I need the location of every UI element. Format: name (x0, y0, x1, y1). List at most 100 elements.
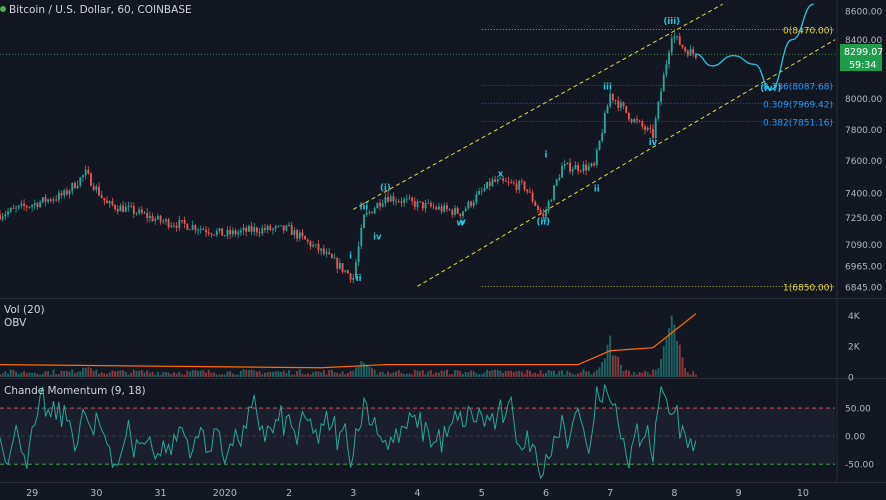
volume-bar (215, 374, 218, 377)
candle-body (207, 232, 210, 234)
volume-bar (170, 373, 173, 377)
price-tick-label: 7600.00 (845, 157, 882, 167)
volume-bar (181, 374, 183, 377)
volume-bar (585, 371, 588, 377)
candle-body (403, 199, 406, 203)
volume-bar (432, 373, 435, 377)
volume-bar (523, 373, 526, 377)
candle-body (440, 206, 443, 212)
volume-bar (365, 364, 368, 377)
candle-body (79, 177, 82, 186)
candle-body (111, 201, 114, 206)
volume-bar (566, 370, 569, 377)
candle-body (7, 211, 9, 215)
candle-body (116, 208, 119, 212)
volume-bar (598, 367, 601, 377)
wave-label: i (349, 251, 352, 261)
candle-body (432, 206, 435, 208)
volume-bar (285, 372, 288, 377)
volume-bar (625, 369, 628, 377)
candle-body (619, 102, 622, 108)
projection-path[interactable] (695, 3, 814, 91)
cmo-title[interactable]: Chande Momentum (9, 18) (4, 385, 146, 397)
candle-body (360, 227, 363, 247)
volume-bar (127, 374, 130, 377)
price-axis[interactable]: 8600.00 8400.00 8000.00 7800.00 7600.00 7400.… (845, 8, 882, 471)
candle-body (555, 179, 558, 186)
volume-bar (470, 370, 472, 377)
price-candles[interactable] (0, 32, 697, 284)
candle-body (218, 228, 221, 231)
candle-body (23, 203, 26, 207)
trend-channel[interactable] (353, 3, 836, 287)
candle-body (242, 227, 245, 231)
volume-bar (694, 374, 697, 377)
candle-body (665, 64, 668, 75)
volume-bar (60, 370, 63, 377)
volume-bar (456, 370, 459, 377)
candle-body (676, 36, 679, 38)
wave-label: x (498, 170, 504, 180)
candle-body (301, 232, 304, 236)
volume-bar (314, 371, 317, 377)
candle-body (456, 208, 459, 214)
candle-body (68, 190, 71, 195)
last-price-value: 8299.07 (844, 47, 883, 58)
volume-bar (654, 369, 657, 377)
candle-body (478, 190, 480, 195)
volume-bar (47, 371, 50, 377)
candle-body (692, 49, 695, 54)
volume-bar (164, 372, 167, 377)
candle-body (633, 119, 636, 123)
volume-bar (440, 370, 443, 377)
candle-body (346, 270, 349, 274)
volume-bar (355, 367, 357, 377)
volume-title[interactable]: Vol (20) (4, 304, 45, 316)
time-axis[interactable]: 29 30 31 2020 2 3 4 5 6 7 8 9 10 (26, 488, 809, 499)
volume-bar (229, 371, 232, 377)
candle-body (255, 227, 258, 233)
candle-body (4, 214, 7, 217)
volume-bar (542, 373, 545, 377)
candle-body (494, 179, 497, 182)
volume-bar (298, 369, 301, 377)
volume-bar (122, 370, 125, 377)
volume-bar (657, 368, 660, 377)
obv-title[interactable]: OBV (4, 317, 27, 329)
volume-bar (124, 371, 127, 377)
volume-bar (437, 372, 440, 377)
candle-body (223, 235, 226, 237)
volume-bar (681, 357, 684, 377)
candle-body (550, 200, 553, 202)
candle-body (443, 205, 446, 212)
volume-bar (504, 370, 507, 377)
time-tick-label: 8 (671, 488, 677, 499)
volume-bar (486, 369, 489, 377)
volume-bar (73, 373, 76, 377)
candle-body (617, 100, 620, 108)
candle-body (333, 257, 336, 259)
candle-body (0, 214, 1, 220)
candle-body (36, 203, 39, 208)
price-tick-label: 7250.00 (845, 214, 882, 224)
candle-body (20, 203, 23, 206)
volume-bar (148, 372, 151, 377)
volume-bar (368, 366, 371, 377)
candle-body (480, 190, 483, 192)
candle-body (686, 51, 689, 56)
candle-body (202, 228, 205, 230)
volume-bar (574, 374, 577, 377)
candle-body (71, 182, 74, 191)
candle-body (603, 113, 606, 134)
candle-body (595, 149, 598, 166)
candle-body (467, 201, 470, 209)
volume-bar (587, 371, 590, 377)
candle-body (681, 44, 684, 48)
candle-body (349, 273, 352, 280)
volume-bar (207, 369, 210, 377)
wave-label: iv (373, 233, 382, 243)
volume-bar (360, 360, 363, 377)
obv-line (0, 313, 697, 369)
symbol-title[interactable]: Bitcoin / U.S. Dollar, 60, COINBASE (9, 4, 192, 16)
